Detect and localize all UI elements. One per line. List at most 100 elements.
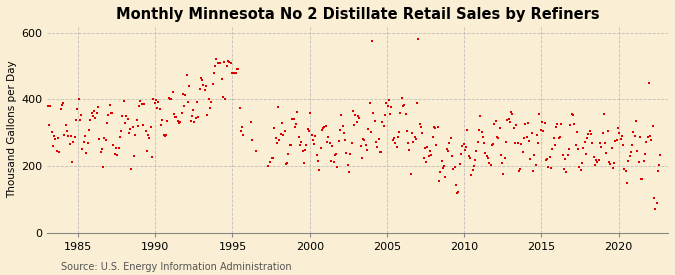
Point [410, 137, 421, 141]
Point [281, 161, 292, 165]
Point [615, 137, 626, 142]
Point [101, 138, 111, 142]
Point [387, 138, 398, 142]
Point [198, 82, 209, 87]
Point [352, 114, 363, 118]
Point [433, 179, 444, 183]
Point [173, 121, 184, 125]
Point [275, 131, 286, 136]
Point [488, 142, 499, 146]
Point [516, 142, 527, 146]
Point [193, 115, 204, 120]
Point [217, 95, 228, 99]
Point [103, 113, 113, 117]
Point [107, 111, 117, 116]
Point [138, 123, 148, 127]
Point [263, 164, 273, 168]
Point [484, 161, 495, 165]
Point [426, 152, 437, 157]
Point [626, 150, 637, 154]
Point [595, 140, 605, 145]
Point [126, 167, 137, 172]
Point [81, 151, 92, 155]
Point [518, 136, 529, 140]
Point [579, 139, 590, 144]
Point [144, 136, 155, 140]
Point [655, 152, 666, 157]
Point [349, 123, 360, 128]
Point [493, 136, 504, 141]
Point [171, 115, 182, 120]
Point [336, 113, 347, 117]
Point [277, 120, 288, 125]
Point [460, 148, 470, 152]
Point [497, 161, 508, 165]
Point [86, 111, 97, 115]
Point [88, 109, 99, 114]
Point [97, 147, 107, 151]
Point [55, 106, 66, 111]
Point [229, 70, 240, 75]
Point [59, 133, 70, 138]
Point [645, 134, 655, 138]
Point [87, 114, 98, 119]
Point [512, 141, 523, 145]
Point [362, 148, 373, 153]
Point [226, 70, 237, 75]
Point [337, 123, 348, 128]
Point [487, 143, 497, 148]
Point [649, 195, 659, 200]
Point [68, 140, 79, 144]
Point [142, 149, 153, 153]
Point [515, 167, 526, 172]
Point [599, 141, 610, 145]
Point [654, 163, 665, 167]
Point [306, 133, 317, 137]
Point [142, 133, 153, 137]
Point [417, 130, 428, 135]
Point [503, 116, 514, 121]
Point [398, 104, 408, 109]
Point [524, 139, 535, 144]
Point [439, 164, 450, 168]
Point [194, 87, 205, 91]
Point [466, 173, 477, 177]
Point [491, 135, 502, 140]
Point [329, 152, 340, 157]
Point [608, 166, 618, 170]
Point [504, 119, 515, 124]
Point [165, 97, 176, 102]
Point [207, 82, 218, 86]
Point [568, 113, 578, 117]
Point [162, 119, 173, 123]
Point [429, 125, 439, 129]
Point [498, 171, 509, 176]
Point [508, 126, 519, 130]
Point [489, 122, 500, 127]
Point [65, 134, 76, 138]
Point [213, 60, 224, 65]
Point [224, 60, 235, 64]
Point [643, 80, 654, 85]
Point [209, 71, 219, 75]
Point [406, 171, 416, 176]
Point [246, 120, 256, 125]
Point [216, 76, 227, 81]
Point [300, 148, 310, 153]
Point [481, 154, 492, 159]
Point [619, 167, 630, 171]
Point [483, 156, 493, 161]
Point [78, 140, 89, 144]
Point [328, 160, 339, 165]
Point [318, 126, 329, 130]
Point [49, 134, 59, 138]
Point [534, 112, 545, 117]
Point [233, 67, 244, 72]
Point [80, 134, 90, 138]
Point [494, 126, 505, 130]
Point [232, 67, 242, 72]
Point [108, 143, 119, 147]
Point [433, 125, 443, 129]
Point [185, 118, 196, 123]
Point [184, 84, 194, 88]
